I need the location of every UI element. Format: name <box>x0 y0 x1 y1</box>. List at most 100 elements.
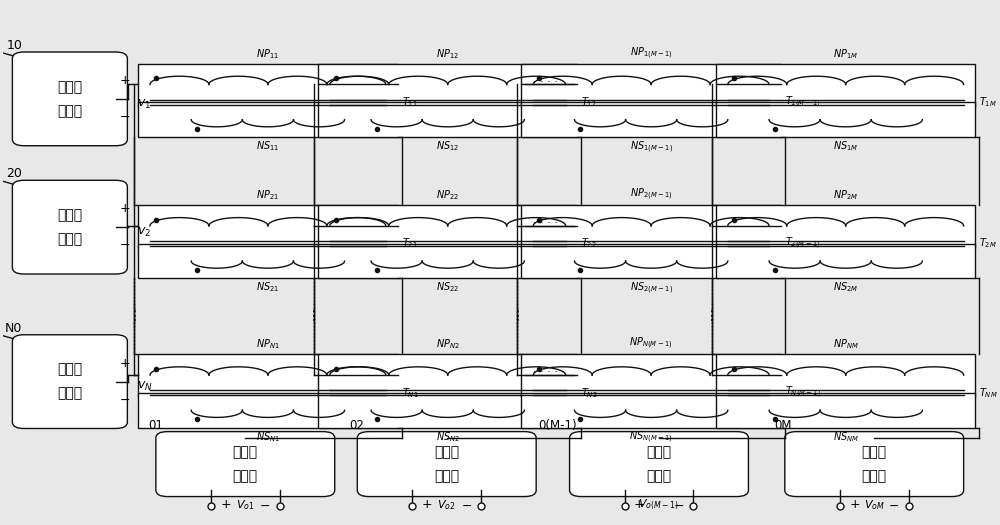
Text: $NS_{NM}$: $NS_{NM}$ <box>833 430 859 444</box>
Text: 高频开
关网络: 高频开 关网络 <box>57 80 82 118</box>
Text: $-$: $-$ <box>888 498 899 511</box>
FancyBboxPatch shape <box>357 432 536 497</box>
Text: 01: 01 <box>148 418 163 432</box>
Text: 高频开
关网络: 高频开 关网络 <box>57 208 82 246</box>
Text: $T_{NM}$: $T_{NM}$ <box>979 386 998 400</box>
Text: · · · · ·: · · · · · <box>533 368 565 377</box>
Text: $NS_{12}$: $NS_{12}$ <box>436 139 459 153</box>
Text: $V_{o(M-1)}$: $V_{o(M-1)}$ <box>638 498 680 512</box>
Text: · · · · ·: · · · · · <box>533 218 565 228</box>
Text: $NS_{21}$: $NS_{21}$ <box>256 280 280 295</box>
Text: −: − <box>120 111 131 124</box>
Text: +: + <box>422 498 432 511</box>
Text: $NS_{1(M-1)}$: $NS_{1(M-1)}$ <box>630 139 673 154</box>
Bar <box>138 102 398 137</box>
Text: 02: 02 <box>349 418 364 432</box>
Text: $NP_{N2}$: $NP_{N2}$ <box>436 338 460 351</box>
Text: $NS_{22}$: $NS_{22}$ <box>436 280 459 295</box>
Text: $NP_{12}$: $NP_{12}$ <box>436 47 459 61</box>
Text: $T_{2M}$: $T_{2M}$ <box>979 237 997 250</box>
Text: $T_{1M}$: $T_{1M}$ <box>979 95 997 109</box>
Bar <box>318 244 577 278</box>
Text: +: + <box>120 202 131 215</box>
Text: · · · · ·: · · · · · <box>533 77 565 87</box>
Text: $T_{N1}$: $T_{N1}$ <box>402 386 418 400</box>
Text: $T_{N2}$: $T_{N2}$ <box>581 386 598 400</box>
Bar <box>318 102 577 137</box>
FancyBboxPatch shape <box>12 180 127 274</box>
Bar <box>138 354 398 397</box>
Text: $T_{21}$: $T_{21}$ <box>402 237 417 250</box>
Text: ⋮: ⋮ <box>307 309 321 323</box>
Bar <box>138 393 398 428</box>
Text: 20: 20 <box>6 167 22 180</box>
Bar <box>716 244 975 278</box>
Text: $T_{1(M-1)}$: $T_{1(M-1)}$ <box>785 94 820 110</box>
Text: 整流滤
波电路: 整流滤 波电路 <box>233 445 258 483</box>
Text: N0: N0 <box>5 322 22 335</box>
Text: $v_1$: $v_1$ <box>137 98 151 111</box>
Text: $NP_{1(M-1)}$: $NP_{1(M-1)}$ <box>630 45 673 61</box>
Text: 整流滤
波电路: 整流滤 波电路 <box>434 445 459 483</box>
Bar <box>716 354 975 397</box>
Bar <box>521 244 781 278</box>
Text: ⋮: ⋮ <box>705 309 719 323</box>
Text: $T_{2(M-1)}$: $T_{2(M-1)}$ <box>785 236 820 251</box>
Text: $v_N$: $v_N$ <box>137 380 153 393</box>
Text: ⋮: ⋮ <box>127 309 141 323</box>
Text: $NP_{2(M-1)}$: $NP_{2(M-1)}$ <box>630 186 673 202</box>
Text: 整流滤
波电路: 整流滤 波电路 <box>646 445 672 483</box>
Bar <box>318 393 577 428</box>
Bar <box>138 205 398 248</box>
Text: ⋮: ⋮ <box>511 309 524 323</box>
Bar <box>521 393 781 428</box>
Text: $V_{o2}$: $V_{o2}$ <box>437 498 456 512</box>
Text: $-$: $-$ <box>259 498 271 511</box>
Text: $NP_{1M}$: $NP_{1M}$ <box>833 47 858 61</box>
Text: 高频开
关网络: 高频开 关网络 <box>57 363 82 401</box>
FancyBboxPatch shape <box>12 52 127 146</box>
Text: +: + <box>849 498 860 511</box>
Text: $NP_{NM}$: $NP_{NM}$ <box>833 338 859 351</box>
Text: $-$: $-$ <box>461 498 472 511</box>
Text: $NP_{22}$: $NP_{22}$ <box>436 188 459 202</box>
Text: $NP_{N(M-1)}$: $NP_{N(M-1)}$ <box>629 336 673 351</box>
Bar <box>716 205 975 248</box>
Text: 0(M-1): 0(M-1) <box>538 418 576 432</box>
FancyBboxPatch shape <box>156 432 335 497</box>
Text: $NS_{N1}$: $NS_{N1}$ <box>256 430 280 444</box>
Text: $T_{11}$: $T_{11}$ <box>402 95 417 109</box>
Bar <box>318 205 577 248</box>
Bar <box>138 64 398 107</box>
Bar <box>318 64 577 107</box>
Text: +: + <box>220 498 231 511</box>
Text: $NS_{N(M-1)}$: $NS_{N(M-1)}$ <box>629 430 673 445</box>
Text: $T_{22}$: $T_{22}$ <box>581 237 597 250</box>
Text: $NS_{2M}$: $NS_{2M}$ <box>833 280 858 295</box>
FancyBboxPatch shape <box>570 432 748 497</box>
Text: $v_2$: $v_2$ <box>137 226 151 239</box>
Text: $NS_{N2}$: $NS_{N2}$ <box>436 430 460 444</box>
Text: $NS_{2(M-1)}$: $NS_{2(M-1)}$ <box>630 280 673 296</box>
Text: $NS_{1M}$: $NS_{1M}$ <box>833 139 858 153</box>
Bar <box>716 102 975 137</box>
Text: $NS_{11}$: $NS_{11}$ <box>256 139 280 153</box>
Text: +: + <box>634 498 645 511</box>
Text: +: + <box>120 357 131 370</box>
Text: $NP_{N1}$: $NP_{N1}$ <box>256 338 280 351</box>
Bar <box>521 205 781 248</box>
FancyBboxPatch shape <box>785 432 964 497</box>
Bar <box>521 102 781 137</box>
Bar <box>318 354 577 397</box>
Text: $-$: $-$ <box>673 498 684 511</box>
Text: $T_{12}$: $T_{12}$ <box>581 95 597 109</box>
Bar <box>138 244 398 278</box>
Text: 整流滤
波电路: 整流滤 波电路 <box>862 445 887 483</box>
Text: $V_{oM}$: $V_{oM}$ <box>864 498 885 512</box>
Bar <box>521 64 781 107</box>
Text: $T_{N(M-1)}$: $T_{N(M-1)}$ <box>785 385 821 401</box>
Bar <box>716 393 975 428</box>
Text: $NP_{2M}$: $NP_{2M}$ <box>833 188 858 202</box>
FancyBboxPatch shape <box>12 335 127 428</box>
Text: $NP_{11}$: $NP_{11}$ <box>256 47 279 61</box>
